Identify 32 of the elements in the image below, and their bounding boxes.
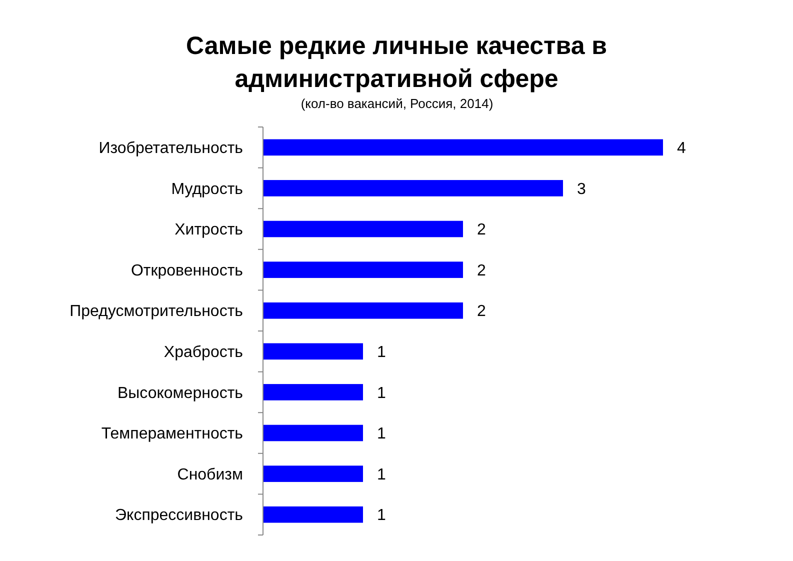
y-tick-label: Храбрость xyxy=(164,344,243,361)
bar xyxy=(263,220,463,238)
data-label: 3 xyxy=(577,180,586,198)
bar xyxy=(263,506,363,523)
bar xyxy=(263,262,463,278)
y-tick-label: Экспрессивность xyxy=(115,507,243,524)
chart-title: Самые редкие личные качества в административной сфере xyxy=(186,32,608,93)
bar xyxy=(263,180,563,196)
bar xyxy=(263,302,463,319)
chart-subtitle: (кол-во вакансий, Россия, 2014) xyxy=(300,96,494,111)
y-tick-label: Высокомерность xyxy=(117,384,243,402)
data-label: 4 xyxy=(677,140,686,157)
bar xyxy=(263,343,363,360)
data-label: 1 xyxy=(377,507,386,524)
data-label: 1 xyxy=(377,466,386,484)
data-label: 1 xyxy=(377,426,386,443)
y-tick-label: Изобретательность xyxy=(98,140,243,157)
y-tick-label: Хитрость xyxy=(174,222,243,239)
y-tick-label: Снобизм xyxy=(177,466,243,484)
bar xyxy=(263,384,363,400)
y-tick-label: Предусмотрительность xyxy=(70,303,243,320)
bar xyxy=(263,424,363,442)
data-label: 2 xyxy=(477,303,486,320)
y-tick-label: Откровенность xyxy=(130,262,243,280)
data-label: 1 xyxy=(377,384,386,402)
bar xyxy=(263,139,663,156)
data-label: 1 xyxy=(377,344,386,361)
y-tick-label: Темпераментность xyxy=(101,426,243,443)
data-label: 2 xyxy=(477,262,486,280)
data-label: 2 xyxy=(477,222,486,239)
y-tick-label: Мудрость xyxy=(171,180,243,198)
bar xyxy=(263,466,363,482)
